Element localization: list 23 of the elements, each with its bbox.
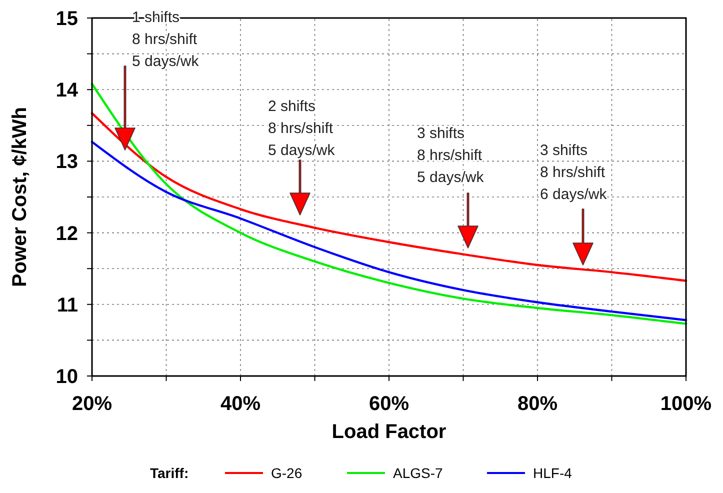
legend-label: HLF-4	[533, 464, 572, 481]
y-tick-label: 12	[56, 222, 78, 245]
x-tick-label: 100%	[660, 393, 712, 415]
legend-title: Tariff:	[150, 464, 189, 481]
y-tick-label: 15	[56, 8, 78, 30]
x-tick-label: 20%	[72, 393, 112, 415]
y-tick-label: 10	[56, 366, 78, 388]
annotation: 3 shifts 8 hrs/shift 5 days/wk	[417, 125, 484, 186]
line-series	[90, 112, 688, 282]
line-series	[90, 82, 688, 325]
legend-label: G-26	[271, 464, 302, 481]
x-tick-label: 60%	[368, 393, 410, 415]
line-series	[90, 140, 688, 322]
y-tick-label: 13	[56, 151, 78, 174]
annotation: 2 shifts 8 hrs/shift 5 days/wk	[268, 98, 336, 159]
x-axis-title: Load Factor	[332, 421, 446, 443]
y-tick-label: 14	[56, 80, 79, 102]
annotation: 3 shifts 8 hrs/shift 6 days/wk	[540, 142, 608, 203]
y-axis-title: Power Cost, ¢/kWh	[9, 106, 31, 288]
x-tick-label: 80%	[517, 393, 558, 415]
legend-label: ALGS-7	[393, 464, 444, 481]
y-tick-label: 11	[56, 294, 78, 316]
x-tick-label: 40%	[220, 393, 261, 415]
